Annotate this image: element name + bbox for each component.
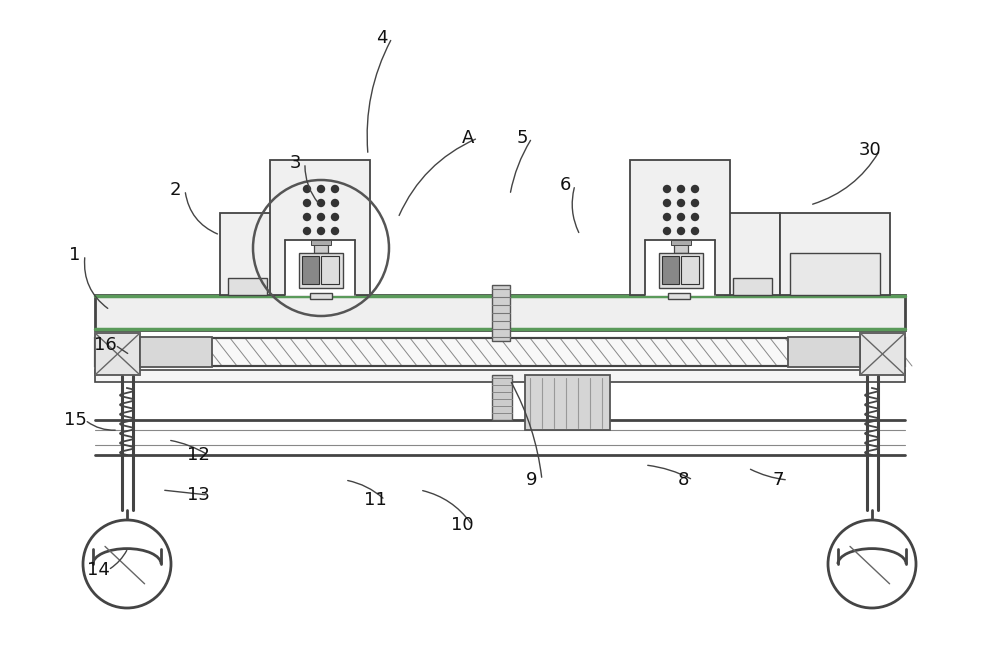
- Text: 12: 12: [187, 446, 209, 464]
- Text: A: A: [462, 129, 474, 147]
- Bar: [285, 240, 355, 295]
- Bar: [220, 213, 275, 295]
- Bar: [668, 293, 690, 299]
- Circle shape: [692, 185, 698, 192]
- Circle shape: [678, 214, 684, 220]
- Bar: [788, 337, 860, 367]
- Text: 8: 8: [677, 471, 689, 489]
- Text: 6: 6: [559, 176, 571, 194]
- Bar: [662, 256, 679, 284]
- Text: 16: 16: [94, 336, 116, 354]
- Bar: [228, 278, 267, 295]
- Circle shape: [332, 214, 338, 220]
- Circle shape: [664, 214, 670, 220]
- Text: 9: 9: [526, 471, 538, 489]
- Bar: [302, 256, 319, 284]
- Bar: [310, 293, 332, 299]
- Circle shape: [692, 214, 698, 220]
- Circle shape: [318, 185, 324, 192]
- Bar: [311, 240, 331, 245]
- Circle shape: [678, 228, 684, 235]
- Bar: [314, 243, 328, 253]
- Bar: [95, 295, 905, 330]
- Circle shape: [678, 185, 684, 192]
- Text: 5: 5: [516, 129, 528, 147]
- Circle shape: [318, 214, 324, 220]
- Bar: [95, 338, 905, 366]
- Bar: [525, 375, 610, 430]
- Bar: [492, 375, 512, 420]
- Circle shape: [692, 200, 698, 206]
- Text: 2: 2: [169, 181, 181, 199]
- Bar: [725, 213, 780, 295]
- Bar: [659, 253, 703, 288]
- Text: 13: 13: [187, 486, 209, 504]
- Bar: [95, 370, 905, 382]
- Circle shape: [678, 200, 684, 206]
- Circle shape: [304, 185, 310, 192]
- Bar: [671, 240, 691, 245]
- Bar: [645, 240, 715, 295]
- Bar: [860, 333, 905, 375]
- Circle shape: [304, 214, 310, 220]
- Circle shape: [318, 228, 324, 235]
- Text: 11: 11: [364, 491, 386, 509]
- Text: 10: 10: [451, 516, 473, 534]
- Circle shape: [692, 228, 698, 235]
- Circle shape: [332, 185, 338, 192]
- Bar: [492, 285, 510, 341]
- Circle shape: [318, 200, 324, 206]
- Circle shape: [664, 200, 670, 206]
- Bar: [681, 256, 699, 284]
- Circle shape: [304, 200, 310, 206]
- Text: 30: 30: [859, 141, 881, 159]
- Bar: [733, 278, 772, 295]
- Bar: [321, 256, 339, 284]
- Circle shape: [664, 228, 670, 235]
- Bar: [95, 338, 905, 366]
- Circle shape: [664, 185, 670, 192]
- Circle shape: [332, 228, 338, 235]
- Bar: [270, 160, 370, 295]
- Text: 1: 1: [69, 246, 81, 264]
- Circle shape: [332, 200, 338, 206]
- Bar: [299, 253, 343, 288]
- Bar: [790, 253, 880, 295]
- Text: 4: 4: [376, 29, 388, 47]
- Circle shape: [304, 228, 310, 235]
- Bar: [630, 160, 730, 295]
- Text: 3: 3: [289, 154, 301, 172]
- Bar: [140, 337, 212, 367]
- Text: 15: 15: [64, 411, 86, 429]
- Bar: [674, 243, 688, 253]
- Bar: [780, 213, 890, 295]
- Text: 14: 14: [87, 561, 109, 579]
- Text: 7: 7: [772, 471, 784, 489]
- Bar: [95, 333, 140, 375]
